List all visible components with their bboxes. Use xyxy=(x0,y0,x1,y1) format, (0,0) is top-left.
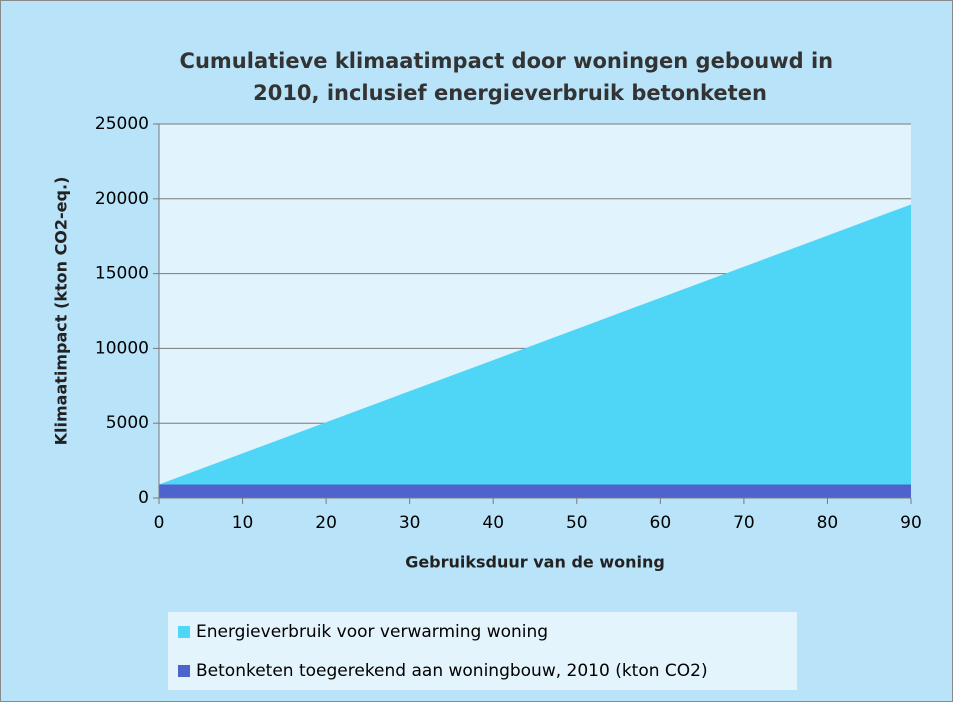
area xyxy=(159,204,911,485)
x-tick-label: 90 xyxy=(900,513,922,533)
y-tick-label: 0 xyxy=(138,488,149,508)
x-tick-label: 40 xyxy=(482,513,504,533)
x-tick-label: 10 xyxy=(232,513,254,533)
x-tick-label: 70 xyxy=(733,513,755,533)
x-tick-label: 60 xyxy=(650,513,672,533)
x-axis-label: Gebruiksduur van de woning xyxy=(405,553,665,572)
legend-swatch xyxy=(178,665,190,677)
y-axis-label: Klimaatimpact (kton CO2-eq.) xyxy=(52,177,71,446)
x-tick-label: 50 xyxy=(566,513,588,533)
area xyxy=(159,484,911,498)
x-tick-label: 80 xyxy=(817,513,839,533)
chart-title: Cumulatieve klimaatimpact door woningen … xyxy=(180,49,841,105)
y-tick-label: 5000 xyxy=(106,413,149,433)
legend-label: Betonketen toegerekend aan woningbouw, 2… xyxy=(196,661,708,681)
title-line: Cumulatieve klimaatimpact door woningen … xyxy=(180,49,834,73)
legend-label: Energieverbruik voor verwarming woning xyxy=(196,622,548,642)
x-tick-label: 0 xyxy=(154,513,165,533)
y-tick-label: 25000 xyxy=(95,114,149,134)
legend-swatch xyxy=(178,626,190,638)
y-tick-label: 10000 xyxy=(95,338,149,358)
x-tick-label: 20 xyxy=(315,513,337,533)
x-tick-label: 30 xyxy=(399,513,421,533)
y-tick-label: 15000 xyxy=(95,264,149,284)
legend xyxy=(168,612,797,690)
y-tick-label: 20000 xyxy=(95,189,149,209)
title-line: 2010, inclusief energieverbruik betonket… xyxy=(253,81,767,105)
